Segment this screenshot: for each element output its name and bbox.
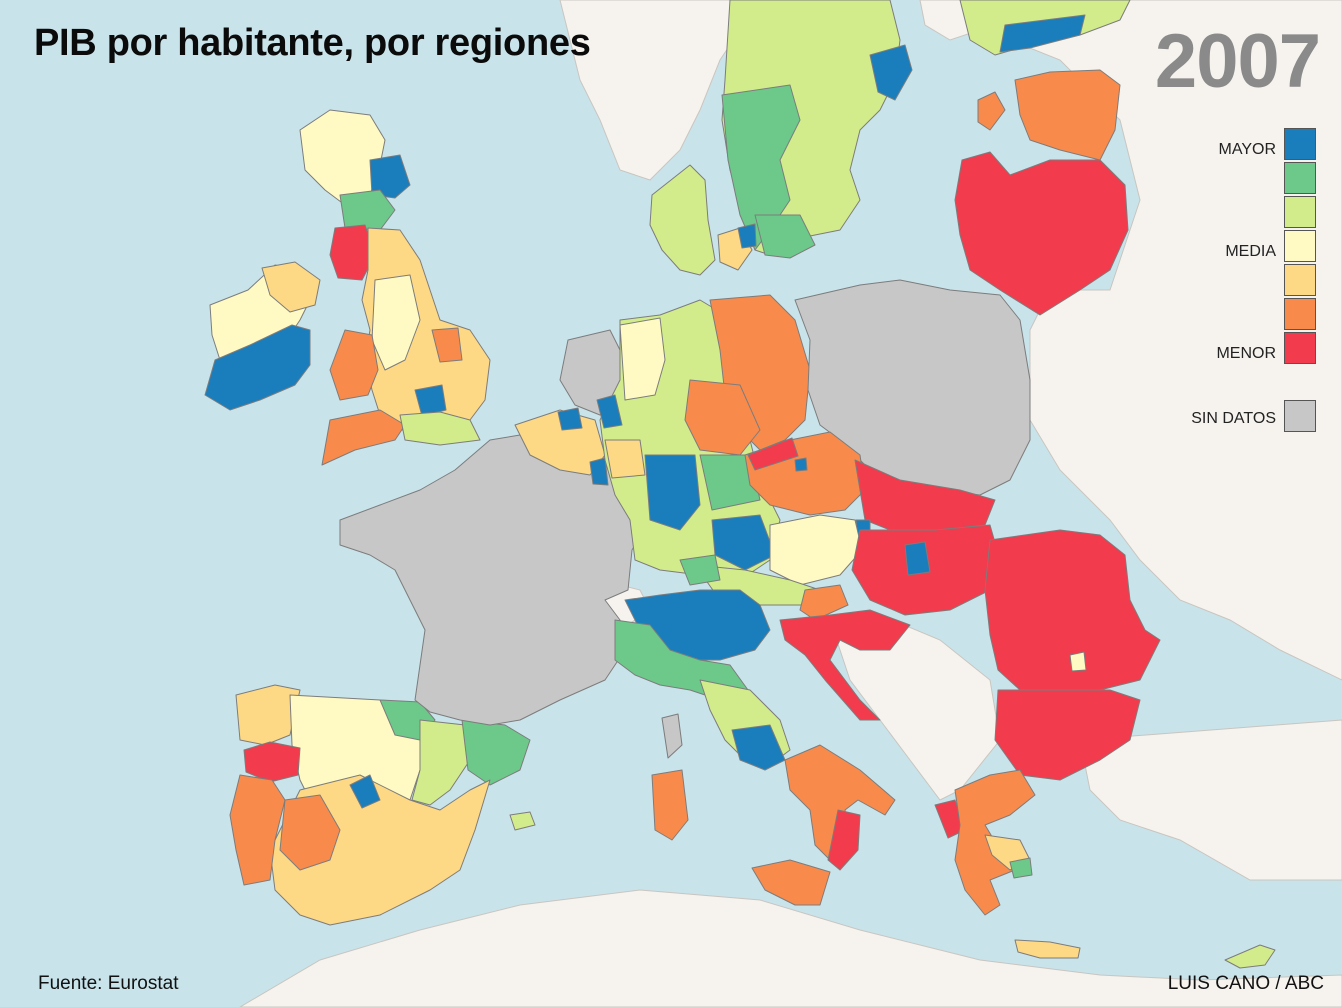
baltics: [954, 69, 1129, 316]
central-east: [779, 524, 1161, 781]
map-title: PIB por habitante, por regiones: [34, 22, 591, 64]
poland: [794, 279, 1031, 496]
benelux: [514, 329, 626, 486]
legend-swatch-sin-datos: [1284, 400, 1316, 432]
legend-label-media: MEDIA: [1225, 243, 1276, 260]
legend-swatch-medio-bajo: [1284, 264, 1316, 296]
legend-label-sin-datos: SIN DATOS: [1191, 410, 1276, 427]
source-note: Fuente: Eurostat: [38, 973, 179, 994]
legend: MAYOR MEDIA MENOR SIN DATOS: [1180, 128, 1320, 438]
year-label: 2007: [1154, 19, 1321, 104]
ireland: [204, 261, 321, 411]
great-britain: [299, 109, 491, 466]
credit-note: LUIS CANO / ABC: [1167, 973, 1324, 994]
non-eu-land: [239, 0, 1342, 1007]
legend-swatch-alto: [1284, 162, 1316, 194]
denmark: [649, 164, 757, 276]
germany: [596, 294, 811, 581]
legend-label-mayor: MAYOR: [1218, 141, 1276, 158]
greece: [934, 769, 1081, 959]
legend-swatch-media: [1284, 230, 1316, 262]
legend-swatch-mayor: [1284, 128, 1316, 160]
legend-swatch-medio-alto: [1284, 196, 1316, 228]
scandinavia: [721, 0, 1131, 259]
legend-swatch-menor: [1284, 332, 1316, 364]
italy: [614, 589, 896, 906]
iberia: [229, 684, 536, 926]
legend-label-menor: MENOR: [1216, 345, 1276, 362]
legend-swatch-bajo: [1284, 298, 1316, 330]
